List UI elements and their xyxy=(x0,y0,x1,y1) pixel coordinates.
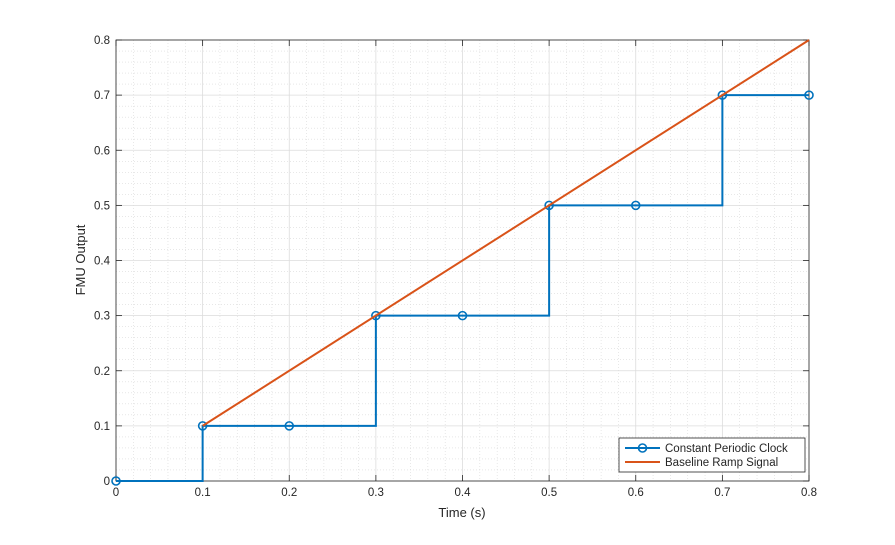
series-marker-0 xyxy=(804,90,814,100)
y-tick-label: 0.3 xyxy=(94,311,110,323)
x-tick-label: 0.3 xyxy=(368,487,384,499)
y-tick-label: 0.1 xyxy=(94,421,110,433)
x-tick-label: 0.7 xyxy=(714,487,730,499)
x-tick-label: 0.8 xyxy=(801,487,817,499)
series-marker-0 xyxy=(284,421,295,431)
series-line-1 xyxy=(202,39,810,427)
y-tick-label: 0.6 xyxy=(94,145,110,157)
y-tick-label: 0.7 xyxy=(94,90,110,102)
y-tick-label: 0.4 xyxy=(94,256,111,268)
x-tick-label: 0.6 xyxy=(628,487,644,499)
series-marker-0 xyxy=(371,310,381,321)
legend-label-clock: Constant Periodic Clock xyxy=(665,443,788,455)
x-tick-label: 0.2 xyxy=(281,487,297,499)
series-layer xyxy=(111,39,814,486)
x-axis-label: Time (s) xyxy=(438,505,485,520)
series-marker-0 xyxy=(544,200,554,211)
y-axis-label: FMU Output xyxy=(73,224,88,295)
y-tick-label: 0.2 xyxy=(94,366,110,378)
x-tick-label: 0.4 xyxy=(455,487,472,499)
legend-box xyxy=(618,437,806,473)
legend-swatch-marker-clock xyxy=(637,443,648,453)
series-marker-0 xyxy=(630,200,641,211)
y-tick-label: 0.8 xyxy=(94,35,110,47)
y-tick-label: 0 xyxy=(104,476,110,488)
series-marker-0 xyxy=(197,421,208,431)
series-marker-0 xyxy=(457,310,468,321)
legend: Constant Periodic Clock Baseline Ramp Si… xyxy=(618,437,806,473)
x-tick-label: 0.1 xyxy=(195,487,211,499)
axis-tick-labels: 0 0.1 0.2 0.3 0.4 0.5 0.6 0.7 0.8 0 0.1 0.2 0.3 0.4 0.… xyxy=(94,35,817,499)
series-marker-0 xyxy=(111,476,121,486)
x-tick-label: 0.5 xyxy=(541,487,557,499)
legend-label-ramp: Baseline Ramp Signal xyxy=(665,457,778,469)
x-tick-label: 0 xyxy=(113,487,119,499)
series-marker-0 xyxy=(717,90,728,100)
y-tick-label: 0.5 xyxy=(94,200,110,212)
